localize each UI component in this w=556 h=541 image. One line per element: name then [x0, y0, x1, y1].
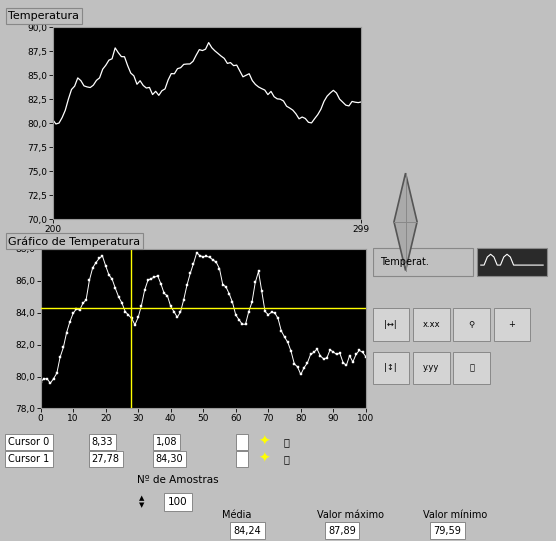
Text: ▲
▼: ▲ ▼ — [139, 496, 145, 509]
Text: Cursor 0: Cursor 0 — [8, 437, 49, 447]
Text: 27,78: 27,78 — [92, 454, 120, 464]
Text: Média: Média — [222, 511, 252, 520]
Text: 79,59: 79,59 — [434, 526, 461, 536]
Text: ✋: ✋ — [469, 364, 474, 372]
FancyBboxPatch shape — [413, 308, 450, 341]
Text: Cursor 1: Cursor 1 — [8, 454, 49, 464]
Text: Gráfico de Temperatura: Gráfico de Temperatura — [8, 236, 141, 247]
Text: y.yy: y.yy — [423, 364, 439, 372]
Text: 100: 100 — [168, 497, 188, 507]
Text: 🔒: 🔒 — [284, 454, 289, 464]
Text: Valor mínimo: Valor mínimo — [423, 511, 487, 520]
Text: Nº de Amostras: Nº de Amostras — [137, 476, 219, 485]
FancyBboxPatch shape — [453, 308, 490, 341]
Text: Temperatura: Temperatura — [8, 11, 80, 21]
FancyBboxPatch shape — [373, 308, 409, 341]
FancyBboxPatch shape — [453, 352, 490, 384]
FancyBboxPatch shape — [413, 352, 450, 384]
FancyBboxPatch shape — [494, 308, 530, 341]
Text: ✦: ✦ — [259, 452, 270, 466]
Text: ⚲: ⚲ — [469, 320, 475, 329]
Text: 87,89: 87,89 — [328, 526, 356, 536]
FancyBboxPatch shape — [373, 352, 409, 384]
Polygon shape — [394, 173, 417, 270]
Text: 84,30: 84,30 — [156, 454, 183, 464]
Text: 84,24: 84,24 — [234, 526, 261, 536]
FancyBboxPatch shape — [373, 248, 474, 276]
Text: |↔|: |↔| — [385, 320, 397, 329]
Text: |↕|: |↕| — [385, 364, 397, 372]
Text: ✦: ✦ — [259, 435, 270, 449]
Text: Temperat.: Temperat. — [380, 258, 429, 267]
Text: 1,08: 1,08 — [156, 437, 177, 447]
Text: Valor máximo: Valor máximo — [317, 511, 384, 520]
Text: 🔒: 🔒 — [284, 437, 289, 447]
Text: +: + — [509, 320, 515, 329]
Text: 8,33: 8,33 — [92, 437, 113, 447]
FancyBboxPatch shape — [477, 248, 547, 276]
Text: x.xx: x.xx — [423, 320, 440, 329]
